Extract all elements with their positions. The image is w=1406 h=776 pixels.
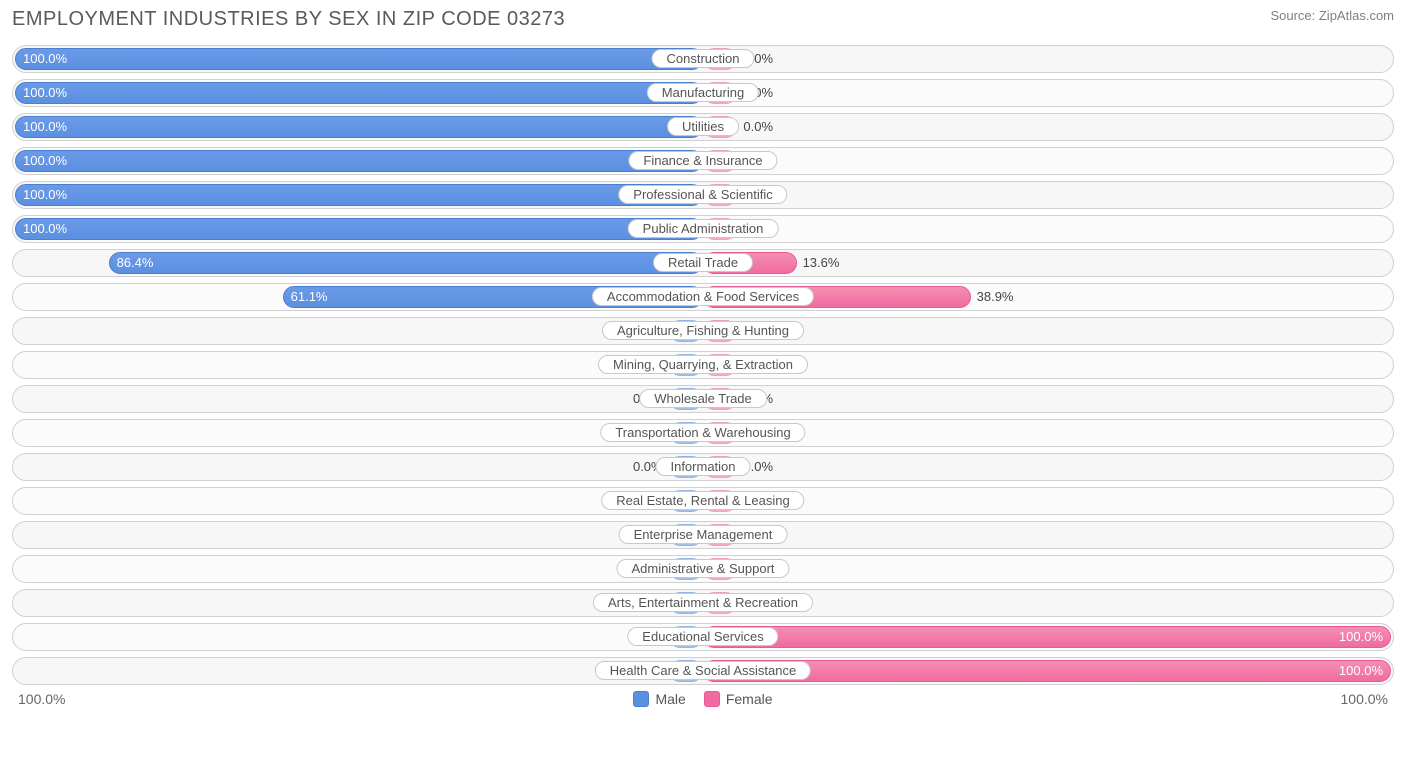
chart-row: Accommodation & Food Services 61.1% 38.9% bbox=[12, 283, 1394, 311]
chart-source: Source: ZipAtlas.com bbox=[1270, 8, 1394, 23]
axis-right-label: 100.0% bbox=[1341, 691, 1388, 707]
category-label: Arts, Entertainment & Recreation bbox=[593, 593, 813, 612]
chart-row: Real Estate, Rental & Leasing0.0%0.0% bbox=[12, 487, 1394, 515]
category-label: Public Administration bbox=[628, 219, 779, 238]
chart-row: Retail Trade 86.4% 13.6% bbox=[12, 249, 1394, 277]
chart-row: Mining, Quarrying, & Extraction0.0%0.0% bbox=[12, 351, 1394, 379]
male-bar bbox=[15, 150, 703, 172]
legend-male-label: Male bbox=[655, 691, 685, 707]
chart-row: Health Care & Social Assistance0.0%100.0… bbox=[12, 657, 1394, 685]
category-label: Manufacturing bbox=[647, 83, 759, 102]
chart-row: Agriculture, Fishing & Hunting0.0%0.0% bbox=[12, 317, 1394, 345]
axis-left-label: 100.0% bbox=[18, 691, 65, 707]
category-label: Utilities bbox=[667, 117, 739, 136]
category-label: Finance & Insurance bbox=[628, 151, 777, 170]
female-value: 13.6% bbox=[803, 255, 840, 270]
male-value: 61.1% bbox=[291, 289, 328, 304]
female-value: 100.0% bbox=[1339, 663, 1383, 678]
category-label: Enterprise Management bbox=[619, 525, 788, 544]
chart-row: Finance & Insurance100.0%0.0% bbox=[12, 147, 1394, 175]
chart-title: EMPLOYMENT INDUSTRIES BY SEX IN ZIP CODE… bbox=[12, 8, 565, 31]
legend-male: Male bbox=[633, 691, 685, 707]
chart-row: Arts, Entertainment & Recreation0.0%0.0% bbox=[12, 589, 1394, 617]
chart-row: Administrative & Support0.0%0.0% bbox=[12, 555, 1394, 583]
legend: Male Female bbox=[633, 691, 772, 707]
male-swatch-icon bbox=[633, 691, 649, 707]
male-value: 100.0% bbox=[23, 119, 67, 134]
category-label: Professional & Scientific bbox=[618, 185, 787, 204]
category-label: Accommodation & Food Services bbox=[592, 287, 814, 306]
chart-footer: 100.0% Male Female 100.0% bbox=[12, 691, 1394, 707]
legend-female-label: Female bbox=[726, 691, 773, 707]
chart-row: Utilities 100.0% 0.0% bbox=[12, 113, 1394, 141]
male-bar bbox=[15, 184, 703, 206]
category-label: Real Estate, Rental & Leasing bbox=[601, 491, 804, 510]
chart-row: Educational Services0.0%100.0% bbox=[12, 623, 1394, 651]
male-bar bbox=[15, 116, 703, 138]
chart-row: Manufacturing100.0%0.0% bbox=[12, 79, 1394, 107]
legend-female: Female bbox=[704, 691, 773, 707]
chart-row: Transportation & Warehousing0.0%0.0% bbox=[12, 419, 1394, 447]
male-bar bbox=[15, 218, 703, 240]
category-label: Wholesale Trade bbox=[639, 389, 767, 408]
category-label: Transportation & Warehousing bbox=[600, 423, 805, 442]
category-label: Agriculture, Fishing & Hunting bbox=[602, 321, 804, 340]
male-bar bbox=[15, 82, 703, 104]
category-label: Mining, Quarrying, & Extraction bbox=[598, 355, 808, 374]
category-label: Educational Services bbox=[627, 627, 778, 646]
male-bar bbox=[109, 252, 703, 274]
male-value: 100.0% bbox=[23, 51, 67, 66]
male-value: 100.0% bbox=[23, 153, 67, 168]
diverging-bar-chart: Construction 100.0% 0.0% Manufacturing 100.0… bbox=[12, 45, 1394, 685]
male-bar bbox=[15, 48, 703, 70]
male-value: 100.0% bbox=[23, 221, 67, 236]
chart-row: Wholesale Trade0.0%0.0% bbox=[12, 385, 1394, 413]
chart-row: Information0.0%0.0% bbox=[12, 453, 1394, 481]
category-label: Information bbox=[655, 457, 750, 476]
chart-header: EMPLOYMENT INDUSTRIES BY SEX IN ZIP CODE… bbox=[12, 8, 1394, 31]
female-swatch-icon bbox=[704, 691, 720, 707]
female-bar bbox=[703, 626, 1391, 648]
chart-row: Professional & Scientific100.0%0.0% bbox=[12, 181, 1394, 209]
category-label: Retail Trade bbox=[653, 253, 753, 272]
female-value: 38.9% bbox=[977, 289, 1014, 304]
female-value: 100.0% bbox=[1339, 629, 1383, 644]
category-label: Construction bbox=[652, 49, 755, 68]
category-label: Health Care & Social Assistance bbox=[595, 661, 811, 680]
category-label: Administrative & Support bbox=[616, 559, 789, 578]
male-value: 100.0% bbox=[23, 85, 67, 100]
chart-row: Construction100.0%0.0% bbox=[12, 45, 1394, 73]
chart-row: Public Administration100.0%0.0% bbox=[12, 215, 1394, 243]
chart-row: Enterprise Management0.0%0.0% bbox=[12, 521, 1394, 549]
male-value: 100.0% bbox=[23, 187, 67, 202]
male-value: 86.4% bbox=[117, 255, 154, 270]
female-value: 0.0% bbox=[743, 119, 773, 134]
